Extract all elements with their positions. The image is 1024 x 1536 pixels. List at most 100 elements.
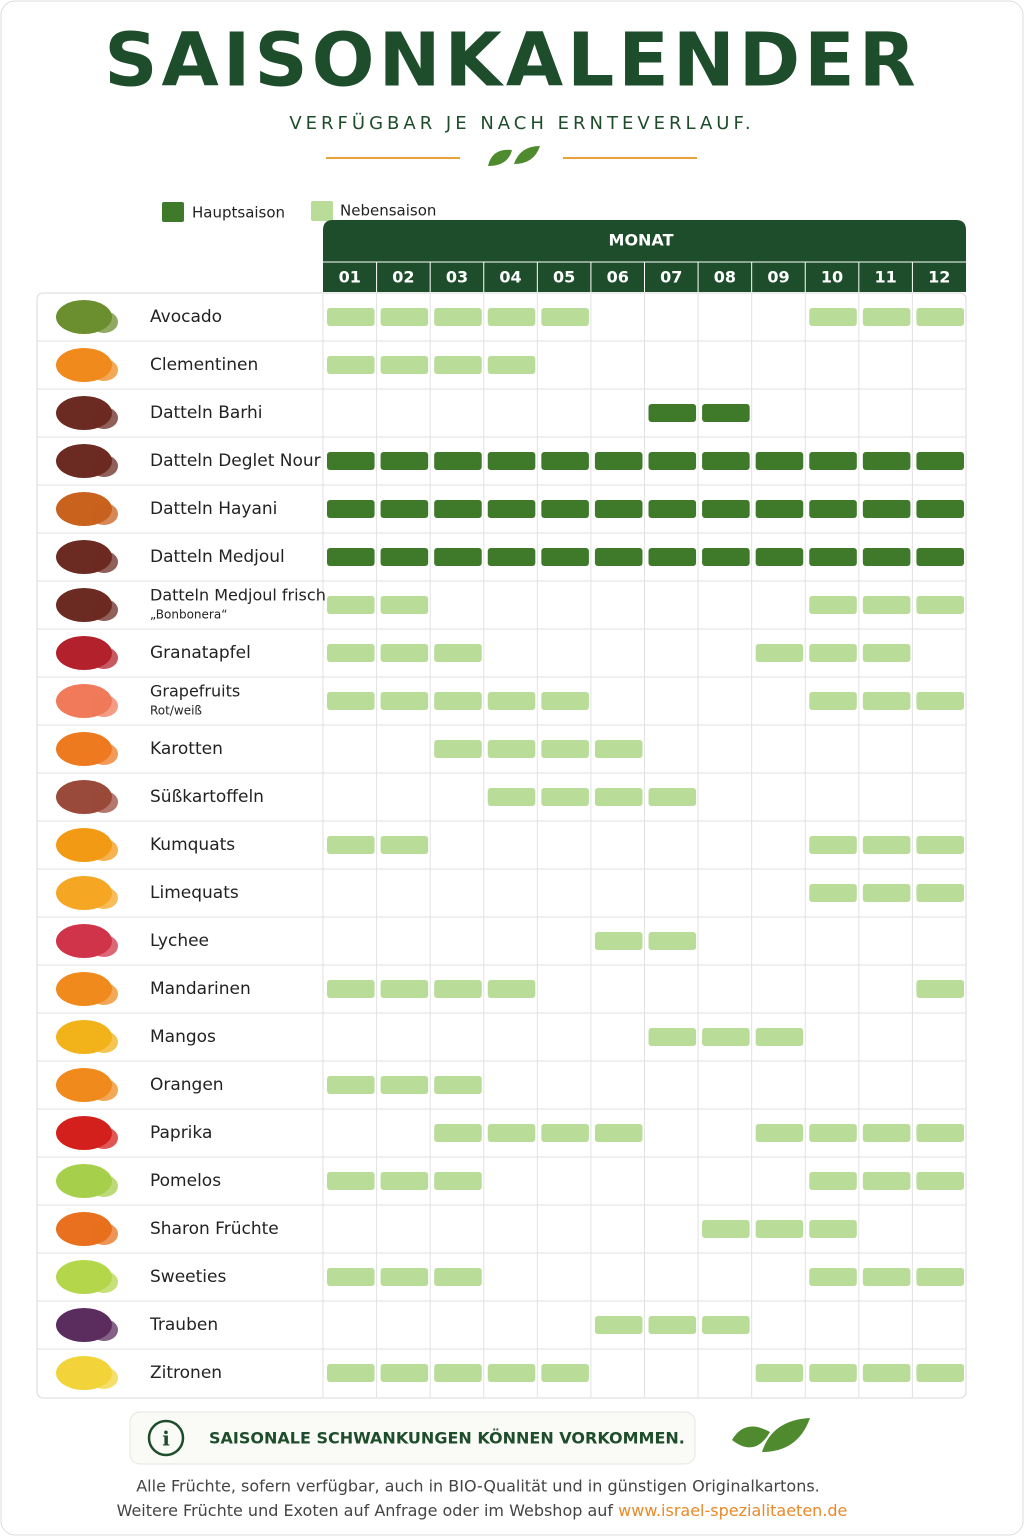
secondary-season-bar [916,692,964,710]
fruit-name: Datteln Barhi [150,403,262,423]
fruit-icon [90,455,118,477]
info-icon: i [162,1427,170,1451]
footer-text: Weitere Früchte und Exoten auf Anfrage o… [117,1501,614,1520]
main-season-bar [594,452,643,470]
month-label: 10 [821,268,843,287]
fruit-name: Grapefruits [150,682,240,701]
secondary-season-bar [862,884,911,902]
main-season-bar [648,500,697,518]
secondary-season-bar [434,692,482,710]
month-label: 05 [553,268,575,287]
secondary-season-bar [594,932,643,950]
secondary-season-bar [916,1268,964,1286]
secondary-season-bar [809,836,857,854]
fruit-name: Pomelos [150,1171,221,1191]
fruit-subname: Rot/weiß [150,704,202,718]
legend-swatch [311,201,333,221]
secondary-season-bar [862,1268,911,1286]
secondary-season-bar [380,644,429,662]
main-season-bar [648,548,697,566]
secondary-season-bar [434,644,482,662]
secondary-season-bar [862,836,911,854]
fruit-icon [90,647,118,669]
secondary-season-bar [434,1076,482,1094]
fruit-icon [90,791,118,813]
secondary-season-bar [380,308,429,326]
main-season-bar [755,548,804,566]
secondary-season-bar [487,308,536,326]
secondary-season-bar [487,356,536,374]
secondary-season-bar [380,1268,429,1286]
fruit-icon [90,1271,118,1293]
fruit-name: Sweeties [150,1267,226,1287]
secondary-season-bar [809,644,857,662]
secondary-season-bar [809,308,857,326]
secondary-season-bar [809,1124,857,1142]
secondary-season-bar [327,692,375,710]
secondary-season-bar [594,740,643,758]
secondary-season-bar [916,1364,964,1382]
secondary-season-bar [862,644,911,662]
main-season-bar [380,452,429,470]
main-season-bar [327,548,375,566]
secondary-season-bar [702,1316,750,1334]
secondary-season-bar [327,596,375,614]
fruit-icon [90,1127,118,1149]
fruit-name: Datteln Medjoul frisch [150,586,326,605]
secondary-season-bar [541,740,589,758]
subtitle: VERFÜGBAR JE NACH ERNTEVERLAUF. [289,112,754,134]
secondary-season-bar [809,1220,857,1238]
secondary-season-bar [327,1172,375,1190]
fruit-name: Datteln Medjoul [150,547,285,567]
fruit-icon [90,599,118,621]
fruit-name: Datteln Deglet Nour [150,451,321,471]
secondary-season-bar [487,1124,536,1142]
secondary-season-bar [487,980,536,998]
month-label: 11 [874,268,896,287]
main-season-bar [809,548,857,566]
secondary-season-bar [434,308,482,326]
main-season-bar [434,500,482,518]
main-season-bar [487,548,536,566]
info-icon [147,1419,185,1457]
month-label: 02 [392,268,414,287]
secondary-season-bar [327,836,375,854]
notice: SAISONALE SCHWANKUNGEN KÖNNEN VORKOMMEN. [209,1429,685,1448]
fruit-icon [90,359,118,381]
fruit-name: Avocado [150,307,222,327]
main-season-bar [594,500,643,518]
fruit-name: Mangos [150,1027,216,1047]
secondary-season-bar [434,980,482,998]
secondary-season-bar [541,692,589,710]
main-season-bar [702,452,750,470]
fruit-name: Lychee [150,931,209,951]
legend-label: Hauptsaison [192,204,285,222]
secondary-season-bar [541,1364,589,1382]
secondary-season-bar [327,356,375,374]
main-season-bar [916,452,964,470]
fruit-icon [90,551,118,573]
month-label: 06 [607,268,629,287]
fruit-name: Paprika [150,1123,212,1143]
main-season-bar [702,500,750,518]
secondary-season-bar [916,884,964,902]
secondary-season-bar [862,308,911,326]
main-season-bar [327,500,375,518]
secondary-season-bar [594,1124,643,1142]
secondary-season-bar [327,980,375,998]
secondary-season-bar [755,1364,804,1382]
secondary-season-bar [862,1172,911,1190]
footer-line: Alle Früchte, sofern verfügbar, auch in … [136,1477,820,1496]
footer-link[interactable]: www.israel-spezialitaeten.de [618,1501,847,1520]
main-season-bar [327,452,375,470]
secondary-season-bar [380,836,429,854]
fruit-name: Karotten [150,739,223,759]
secondary-season-bar [487,692,536,710]
secondary-season-bar [327,1076,375,1094]
secondary-season-bar [702,1220,750,1238]
main-season-bar [380,500,429,518]
secondary-season-bar [862,1364,911,1382]
secondary-season-bar [434,1268,482,1286]
secondary-season-bar [434,356,482,374]
fruit-name: Trauben [149,1315,218,1335]
